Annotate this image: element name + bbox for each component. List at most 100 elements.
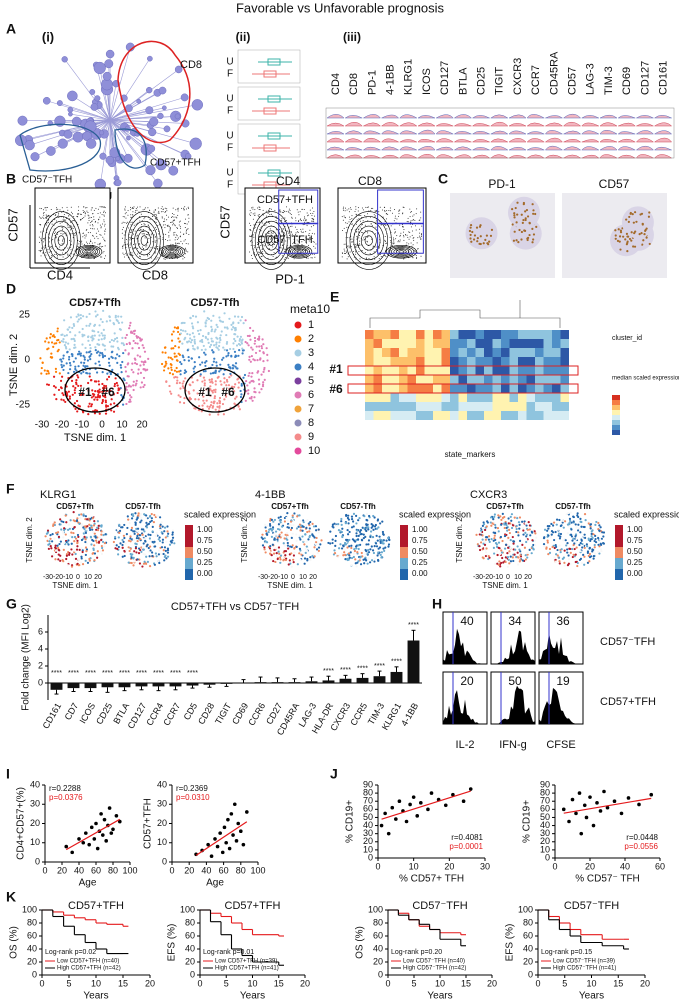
heatmap-cell [424, 366, 433, 375]
tsne-cell [383, 549, 386, 552]
tsne-cell [129, 535, 132, 538]
tsne-cell [517, 521, 521, 524]
tsne-cell [72, 511, 75, 514]
tsne-cell [364, 535, 367, 539]
tsne-cell [494, 541, 498, 545]
tsne-cell [562, 539, 565, 542]
tsne-cell [202, 399, 205, 402]
tsne-cell [137, 547, 141, 550]
tsne-cell [112, 540, 115, 544]
event [406, 242, 408, 244]
event [182, 258, 184, 260]
event [407, 221, 409, 223]
label: CD8 [358, 174, 382, 188]
event [395, 238, 397, 240]
event [360, 214, 362, 216]
histogram [471, 147, 490, 151]
tsne-cell [149, 540, 152, 543]
tsne-cell [93, 330, 96, 333]
event [90, 227, 92, 229]
tsne-cell [376, 539, 379, 542]
tsne-cell [346, 540, 350, 543]
heatmap-cell [467, 411, 476, 420]
event [295, 233, 297, 235]
event [341, 256, 343, 258]
heatmap-cell [399, 411, 408, 420]
event [101, 206, 103, 208]
tsne-cell [355, 534, 358, 538]
histogram [635, 115, 655, 119]
event [254, 246, 256, 248]
event [160, 208, 162, 210]
histogram [526, 122, 546, 127]
event [141, 233, 143, 235]
tsne-cell [253, 387, 256, 390]
tsne-cell [262, 351, 265, 354]
event [376, 249, 378, 251]
heatmap-cell [458, 411, 467, 420]
tsne-cell [130, 555, 133, 558]
tsne-cell [54, 386, 57, 389]
event [399, 241, 401, 243]
event [171, 217, 173, 219]
event [187, 251, 189, 253]
event [156, 248, 158, 250]
tsne-cell [193, 370, 196, 373]
stain [628, 237, 632, 241]
histogram [489, 130, 509, 135]
tsne-cell [121, 360, 124, 364]
tsne-cell [127, 385, 130, 388]
event [305, 231, 307, 233]
tsne-cell [479, 531, 482, 534]
tsne-cell [269, 544, 272, 548]
event [58, 239, 60, 241]
tsne-cell [271, 543, 274, 546]
event [299, 236, 301, 238]
tsne-cell [90, 524, 93, 527]
event [131, 230, 133, 232]
tsne-cell [254, 339, 257, 343]
event [307, 239, 309, 241]
tsne-cell [563, 520, 567, 523]
event [85, 234, 87, 236]
contour [131, 220, 158, 261]
tsne-cell [103, 344, 106, 347]
event [70, 221, 72, 223]
stain [524, 218, 527, 222]
tsne-cell [497, 530, 500, 533]
tsne-cell [239, 335, 243, 338]
legend-label: 4 [308, 361, 314, 373]
tsne-cell [289, 520, 293, 523]
event [177, 227, 179, 229]
tsne-cell [242, 376, 245, 379]
heatmap-cell [382, 402, 391, 411]
tsne-cell [257, 370, 260, 373]
event [57, 208, 59, 210]
event [51, 255, 53, 257]
contour [285, 245, 313, 259]
tsne-cell [122, 377, 125, 380]
event [54, 253, 56, 255]
histogram [635, 130, 655, 135]
heatmap-cell [475, 402, 484, 411]
event [420, 211, 422, 213]
heatmap-cell [382, 384, 391, 393]
event [282, 211, 284, 213]
tsne-cell [304, 551, 307, 554]
stain [625, 232, 629, 235]
event [46, 207, 48, 209]
tsne-cell [258, 349, 261, 352]
tsne-cell [292, 561, 295, 564]
tsne-cell [55, 398, 58, 401]
tsne-cell [344, 521, 347, 525]
tsne-cell [208, 413, 211, 416]
tsne-cell [218, 344, 221, 348]
tsne-cell [178, 340, 181, 343]
tsne-cell [172, 330, 175, 333]
tsne-cell [376, 554, 379, 557]
tsne-cell [494, 526, 497, 529]
heatmap-cell [509, 348, 518, 357]
event [92, 225, 94, 227]
event [263, 224, 265, 226]
event [403, 258, 405, 260]
